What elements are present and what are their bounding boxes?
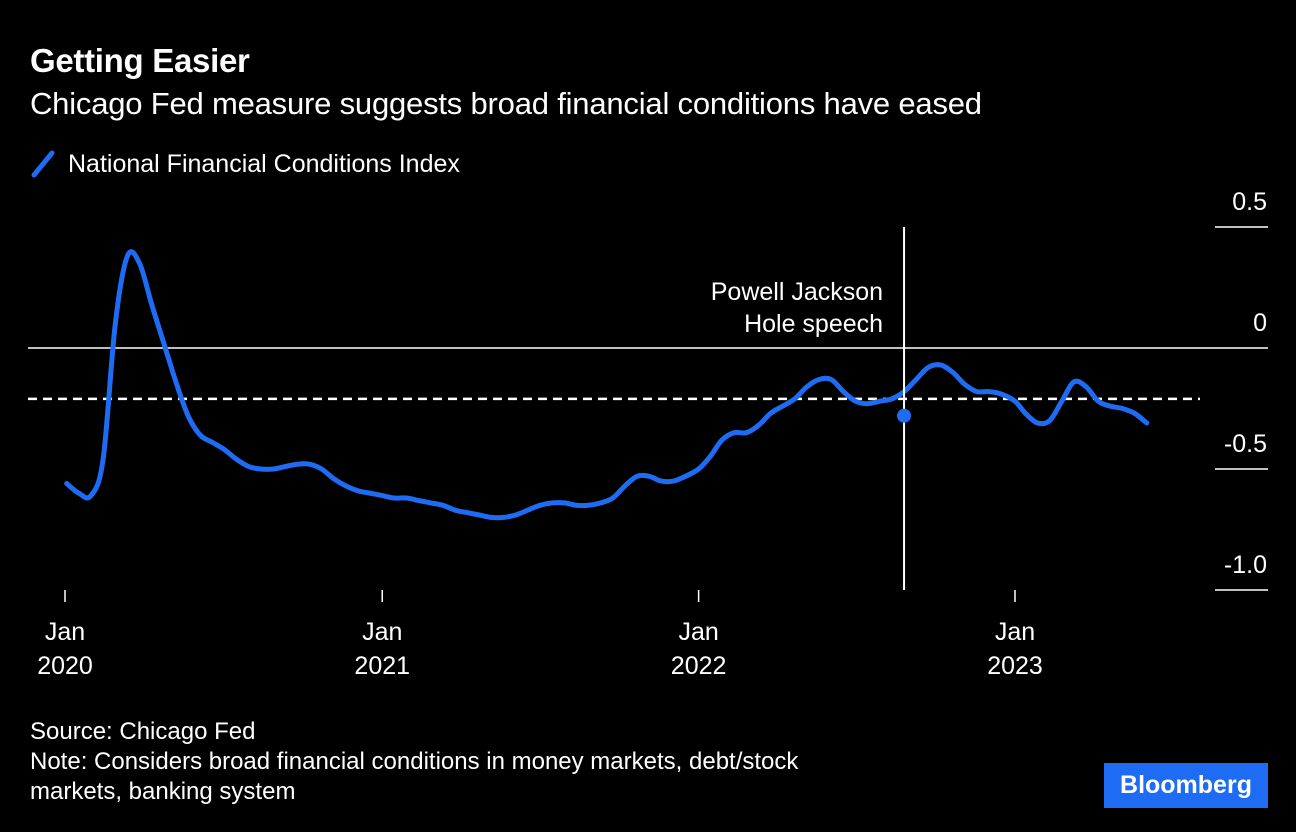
annotation-label-line-1: Powell Jackson: [711, 278, 883, 306]
footer: Source: Chicago Fed Note: Considers broa…: [30, 717, 798, 807]
legend: National Financial Conditions Index: [30, 149, 460, 179]
y-tick-label: 0.5: [1232, 188, 1267, 216]
x-tick-label-year: 2020: [37, 652, 93, 680]
legend-label: National Financial Conditions Index: [68, 149, 460, 178]
line-chart: 0.5 0 -0.5 -1.0 Jan 2020 Jan 2021 Jan 2022 Jan 2023…: [28, 188, 1268, 680]
footnote-line-1: Note: Considers broad financial conditio…: [30, 748, 799, 775]
y-tick-label: -1.0: [1224, 551, 1267, 579]
y-tick-label: -0.5: [1224, 430, 1267, 458]
x-tick-label-year: 2021: [354, 652, 410, 680]
footnote-line-2: markets, banking system: [30, 778, 296, 805]
y-tick-label: 0: [1253, 309, 1267, 337]
x-tick-label-year: 2023: [987, 652, 1043, 680]
legend-line-icon: [31, 150, 55, 178]
chart-title: Getting Easier: [30, 42, 250, 79]
source-note: Source: Chicago Fed: [30, 718, 256, 745]
chart-subtitle: Chicago Fed measure suggests broad finan…: [30, 86, 982, 121]
x-tick-label-month: Jan: [995, 618, 1035, 646]
nfci-series-line: [64, 249, 1150, 521]
x-tick-label-month: Jan: [45, 618, 85, 646]
bloomberg-logo: Bloomberg: [1104, 763, 1268, 808]
annotation-point: [897, 408, 912, 423]
x-tick-label-month: Jan: [362, 618, 402, 646]
x-tick-label-year: 2022: [671, 652, 727, 680]
annotation-label-line-2: Hole speech: [744, 310, 883, 338]
x-tick-label-month: Jan: [678, 618, 718, 646]
